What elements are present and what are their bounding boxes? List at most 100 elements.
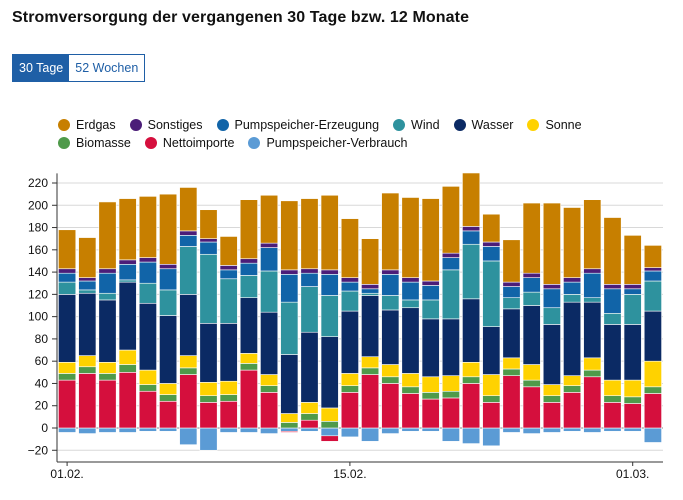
legend-label-sonstiges: Sonstiges	[147, 118, 203, 132]
bar-biomasse-7	[199, 395, 218, 403]
x-tick-label-28: 01.03.	[616, 467, 649, 481]
bar-pumpspeicher-erzeugung-1	[78, 280, 97, 291]
bar-pumpspeicher-verbrauch-6	[179, 427, 198, 446]
bar-sonstiges-21	[482, 241, 501, 247]
legend-item-erdgas[interactable]: Erdgas	[58, 118, 116, 132]
bar-sonstiges-9	[239, 258, 258, 264]
bar-biomasse-15	[361, 367, 380, 375]
bar-erdgas-24	[542, 202, 561, 285]
legend-item-pumpspeicher-erzeugung[interactable]: Pumpspeicher-Erzeugung	[216, 118, 380, 132]
bar-wind-10	[260, 270, 279, 313]
bar-wind-4	[138, 282, 157, 304]
bar-wind-18	[421, 299, 440, 320]
bar-wind-0	[58, 281, 77, 295]
bar-pumpspeicher-verbrauch-13	[320, 427, 339, 437]
legend-item-sonne[interactable]: Sonne	[527, 118, 582, 132]
bar-sonne-21	[482, 374, 501, 397]
legend-item-nettoimporte[interactable]: Nettoimporte	[144, 136, 234, 150]
bar-sonstiges-10	[260, 242, 279, 248]
tab-52-wochen[interactable]: 52 Wochen	[69, 55, 145, 81]
tab-30-tage[interactable]: 30 Tage	[13, 55, 70, 81]
bar-erdgas-23	[522, 202, 541, 274]
bar-erdgas-7	[199, 209, 218, 239]
bar-sonstiges-19	[441, 252, 460, 258]
bar-biomasse-23	[522, 379, 541, 388]
bar-biomasse-28	[623, 396, 642, 404]
legend-item-biomasse[interactable]: Biomasse	[58, 136, 131, 150]
bar-erdgas-14	[340, 218, 359, 278]
bar-sonne-24	[542, 384, 561, 397]
bar-wasser-23	[522, 305, 541, 365]
bar-erdgas-3	[118, 198, 137, 261]
bar-wind-7	[199, 253, 218, 324]
legend-item-wasser[interactable]: Wasser	[453, 118, 513, 132]
bar-sonstiges-25	[563, 277, 582, 283]
legend-label-pumpspeicher-erzeugung: Pumpspeicher-Erzeugung	[234, 118, 380, 132]
legend-item-wind[interactable]: Wind	[393, 118, 440, 132]
bar-sonne-13	[320, 407, 339, 422]
bar-pumpspeicher-verbrauch-14	[340, 427, 359, 438]
bar-sonstiges-1	[78, 277, 97, 282]
bar-pumpspeicher-verbrauch-2	[98, 427, 117, 433]
bar-pumpspeicher-erzeugung-18	[421, 285, 440, 301]
bar-pumpspeicher-verbrauch-1	[78, 427, 97, 434]
bar-sonstiges-15	[361, 284, 380, 290]
bar-sonne-4	[138, 369, 157, 385]
bar-nettoimporte-17	[401, 393, 420, 429]
bar-wind-17	[401, 299, 420, 309]
legend-item-sonstiges[interactable]: Sonstiges	[129, 118, 203, 132]
bar-erdgas-25	[563, 207, 582, 278]
bar-sonne-0	[58, 361, 77, 374]
legend-label-erdgas: Erdgas	[76, 118, 116, 132]
bar-biomasse-2	[98, 373, 117, 381]
bar-wasser-2	[98, 299, 117, 363]
bar-erdgas-15	[361, 238, 380, 285]
bar-sonne-29	[643, 360, 662, 388]
bar-nettoimporte-6	[179, 374, 198, 429]
bar-wind-14	[340, 290, 359, 312]
bar-erdgas-19	[441, 186, 460, 254]
bar-pumpspeicher-erzeugung-27	[603, 288, 622, 314]
page-title: Stromversorgung der vergangenen 30 Tage …	[12, 9, 470, 26]
legend-item-pumpspeicher-verbrauch[interactable]: Pumpspeicher-Verbrauch	[248, 136, 408, 150]
bar-sonne-17	[401, 373, 420, 388]
bar-wasser-8	[219, 323, 238, 382]
bar-pumpspeicher-verbrauch-18	[421, 427, 440, 432]
legend-swatch-sonne	[527, 119, 540, 131]
bar-wind-1	[78, 289, 97, 294]
bar-sonne-11	[280, 413, 299, 423]
bar-erdgas-9	[239, 199, 258, 260]
legend-swatch-pumpspeicher-verbrauch	[248, 137, 261, 149]
bar-sonstiges-12	[300, 268, 319, 274]
bar-biomasse-20	[462, 376, 481, 384]
bar-pumpspeicher-verbrauch-22	[502, 427, 521, 433]
chart-legend: Erdgas Sonstiges Pumpspeicher-Erzeugung …	[58, 116, 618, 152]
bar-sonne-19	[441, 375, 460, 392]
bar-wasser-16	[381, 309, 400, 365]
legend-swatch-sonstiges	[129, 119, 142, 131]
bar-erdgas-26	[583, 199, 602, 270]
bar-wind-20	[462, 243, 481, 300]
y-tick-label-20: 20	[35, 399, 49, 413]
bar-erdgas-27	[603, 217, 622, 285]
bar-wasser-12	[300, 331, 319, 403]
bar-wind-11	[280, 301, 299, 355]
bar-wind-16	[381, 295, 400, 311]
bar-erdgas-17	[401, 197, 420, 278]
bar-pumpspeicher-verbrauch-4	[138, 427, 157, 432]
y-tick-label-220: 220	[28, 176, 48, 190]
bar-biomasse-24	[542, 395, 561, 403]
bar-wind-24	[542, 307, 561, 325]
bar-biomasse-16	[381, 376, 400, 384]
bar-wasser-27	[603, 324, 622, 381]
bar-wasser-24	[542, 324, 561, 385]
bar-nettoimporte-26	[583, 376, 602, 429]
bar-wind-19	[441, 269, 460, 320]
bar-pumpspeicher-verbrauch-16	[381, 427, 400, 434]
bar-wasser-0	[58, 294, 77, 363]
bar-pumpspeicher-verbrauch-11	[280, 427, 299, 432]
legend-swatch-biomasse	[58, 137, 70, 149]
bar-erdgas-8	[219, 236, 238, 266]
bar-pumpspeicher-verbrauch-24	[542, 427, 561, 433]
bar-sonstiges-5	[159, 263, 178, 270]
